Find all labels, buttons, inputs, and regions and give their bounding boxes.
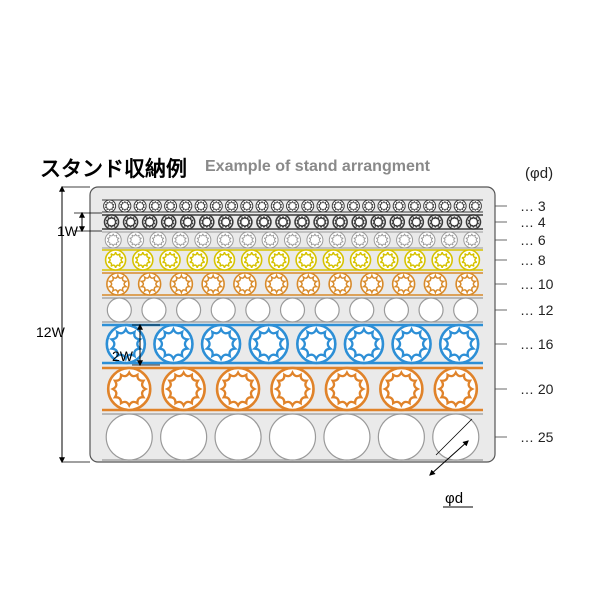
row-label-8: … 8 xyxy=(520,252,546,268)
row-6 xyxy=(102,232,483,248)
row-label-4: … 4 xyxy=(520,214,546,230)
dim-label: 2W xyxy=(112,348,133,364)
row-label-6: … 6 xyxy=(520,232,546,248)
row-label-20: … 20 xyxy=(520,381,553,397)
row-12 xyxy=(102,298,483,322)
diagram-root: スタンド収納例 Example of stand arrangment (φd)… xyxy=(0,0,600,600)
row-label-25: … 25 xyxy=(520,429,553,445)
row-label-10: … 10 xyxy=(520,276,553,292)
row-label-3: … 3 xyxy=(520,198,546,214)
diagram-svg xyxy=(0,0,600,600)
phi-d-label: φd xyxy=(445,490,463,507)
dim-label: 1W xyxy=(57,223,78,239)
row-label-16: … 16 xyxy=(520,336,553,352)
row-label-12: … 12 xyxy=(520,302,553,318)
row-3 xyxy=(102,200,483,212)
dim-label: 12W xyxy=(36,324,65,340)
